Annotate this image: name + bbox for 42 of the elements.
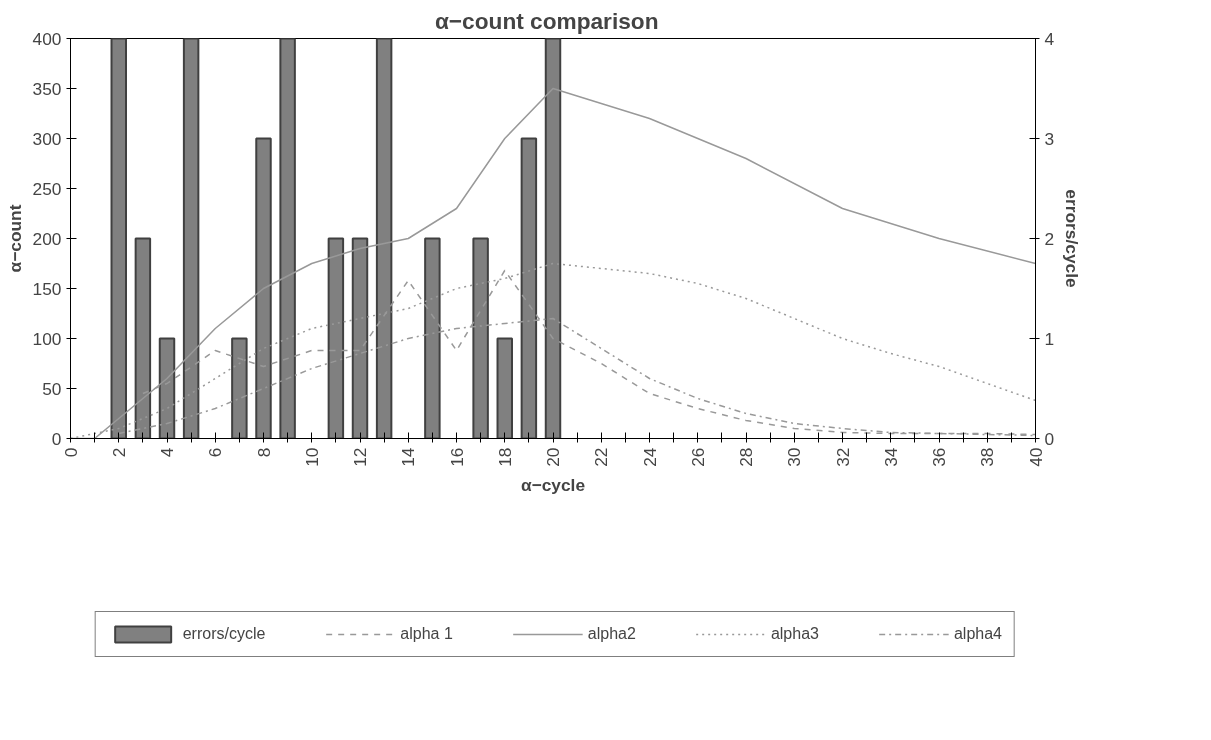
x-tick-label: 22: [591, 447, 612, 467]
y-tick-label: 300: [32, 128, 62, 149]
x-tick-label: 8: [253, 447, 274, 458]
x-tick-label: 32: [832, 447, 853, 467]
legend-label: errors/cycle: [182, 624, 266, 643]
chart-title: α−count comparison: [434, 7, 659, 34]
y-axis-title: α−count: [4, 204, 25, 273]
legend-label: alpha4: [953, 624, 1002, 643]
x-tick-label: 36: [929, 447, 949, 467]
x-tick-label: 0: [60, 447, 81, 458]
legend-label: alpha2: [587, 624, 636, 643]
x-tick-label: 4: [157, 447, 177, 458]
x-tick-label: 18: [494, 447, 515, 467]
x-tick-label: 10: [301, 447, 322, 467]
x-tick-label: 20: [543, 447, 563, 467]
x-tick-label: 12: [350, 447, 370, 467]
legend-label: alpha3: [770, 624, 819, 643]
y-tick-label: 200: [32, 228, 62, 249]
y-tick-label: 100: [32, 328, 62, 349]
y-tick-label: 400: [32, 28, 62, 49]
x-tick-label: 40: [1025, 447, 1046, 467]
x-tick-label: 28: [736, 447, 756, 467]
x-axis-title: α−cycle: [520, 474, 586, 495]
x-tick-label: 14: [398, 447, 419, 467]
y-tick-label: 150: [32, 278, 62, 299]
y2-tick-label: 2: [1044, 228, 1055, 249]
x-tick-label: 24: [639, 447, 660, 467]
y2-tick-label: 1: [1044, 328, 1055, 349]
x-tick-label: 38: [977, 447, 998, 467]
x-tick-label: 16: [446, 447, 467, 467]
x-tick-label: 34: [880, 447, 901, 467]
x-tick-label: 30: [784, 447, 805, 467]
x-tick-label: 6: [205, 447, 226, 458]
x-tick-label: 26: [687, 447, 708, 467]
y-tick-label: 50: [42, 378, 62, 399]
y2-axis-title: errors/cycle: [1062, 189, 1083, 288]
y2-tick-label: 4: [1044, 28, 1055, 49]
y-tick-label: 350: [32, 78, 62, 99]
y2-tick-label: 3: [1044, 128, 1055, 149]
y-tick-label: 250: [32, 178, 62, 199]
legend-label: alpha 1: [400, 624, 453, 643]
x-tick-label: 2: [108, 447, 129, 458]
